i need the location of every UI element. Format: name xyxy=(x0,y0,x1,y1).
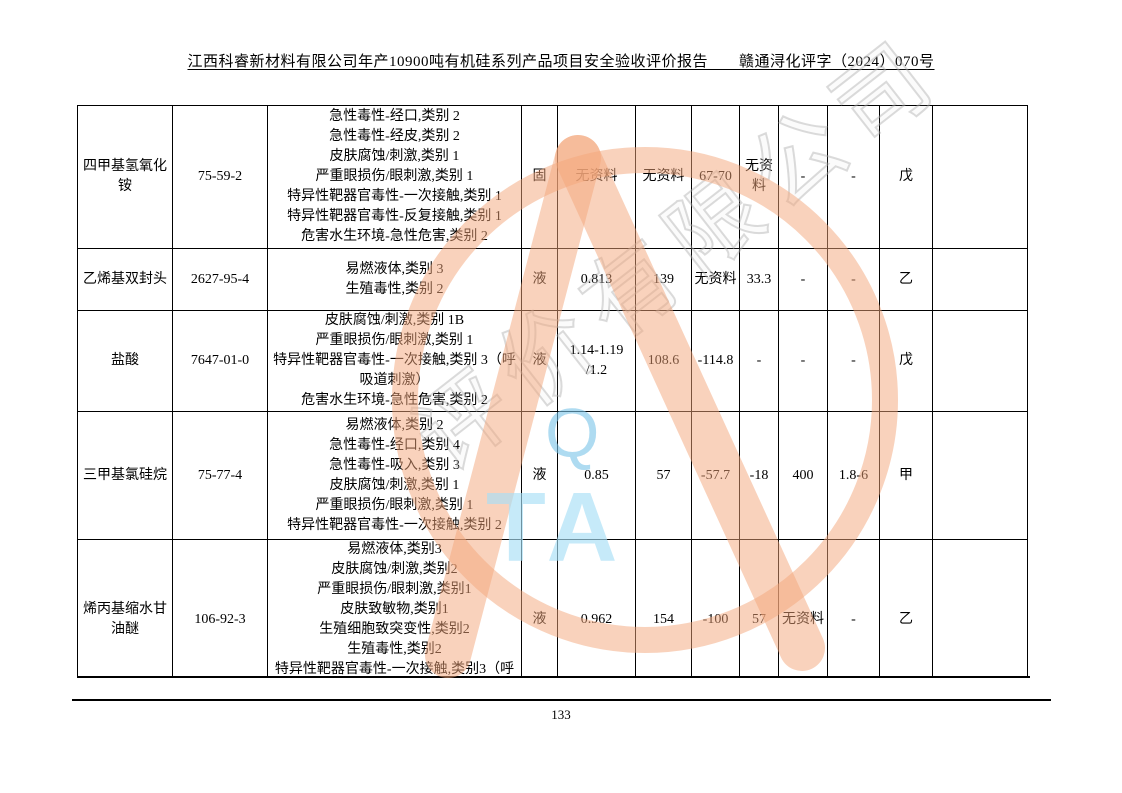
density: 无资料 xyxy=(557,105,636,249)
ignition-temperature: 无资料 xyxy=(778,539,828,676)
physical-state: 液 xyxy=(521,411,558,540)
boiling-point: 154 xyxy=(635,539,692,676)
melting-point: -100 xyxy=(691,539,740,676)
report-header-title: 江西科睿新材料有限公司年产10900吨有机硅系列产品项目安全验收评价报告 赣通浔… xyxy=(187,54,935,70)
ignition-temperature: - xyxy=(778,105,828,249)
melting-point: -114.8 xyxy=(691,310,740,412)
footer-divider xyxy=(72,699,1051,701)
remark xyxy=(932,539,1028,676)
hazard-classification: 易燃液体,类别3 皮肤腐蚀/刺激,类别2 严重眼损伤/眼刺激,类别1 皮肤致敏物… xyxy=(267,539,522,676)
remark xyxy=(932,411,1028,540)
density: 0.813 xyxy=(557,248,636,311)
fire-hazard-category: 甲 xyxy=(879,411,933,540)
remark xyxy=(932,105,1028,249)
flash-point: - xyxy=(739,310,779,412)
hazard-classification: 急性毒性-经口,类别 2 急性毒性-经皮,类别 2 皮肤腐蚀/刺激,类别 1 严… xyxy=(267,105,522,249)
ignition-temperature: - xyxy=(778,310,828,412)
chemical-name: 烯丙基缩水甘油醚 xyxy=(77,539,173,676)
table-row: 四甲基氢氧化铵 75-59-2 急性毒性-经口,类别 2 急性毒性-经皮,类别 … xyxy=(77,105,1028,249)
table-row: 乙烯基双封头 2627-95-4 易燃液体,类别 3 生殖毒性,类别 2 液 0… xyxy=(77,248,1028,311)
physical-state: 固 xyxy=(521,105,558,249)
explosion-limit: - xyxy=(827,105,880,249)
hazard-classification: 易燃液体,类别 3 生殖毒性,类别 2 xyxy=(267,248,522,311)
physical-state: 液 xyxy=(521,310,558,412)
cas-number: 7647-01-0 xyxy=(172,310,268,412)
table-row: 盐酸 7647-01-0 皮肤腐蚀/刺激,类别 1B 严重眼损伤/眼刺激,类别 … xyxy=(77,310,1028,412)
explosion-limit: - xyxy=(827,539,880,676)
chemical-hazard-table-grid: 四甲基氢氧化铵 75-59-2 急性毒性-经口,类别 2 急性毒性-经皮,类别 … xyxy=(77,105,1028,676)
hazard-classification: 易燃液体,类别 2 急性毒性-经口,类别 4 急性毒性-吸入,类别 3 皮肤腐蚀… xyxy=(267,411,522,540)
cas-number: 106-92-3 xyxy=(172,539,268,676)
chemical-name: 盐酸 xyxy=(77,310,173,412)
boiling-point: 57 xyxy=(635,411,692,540)
flash-point: 无资料 xyxy=(739,105,779,249)
boiling-point: 108.6 xyxy=(635,310,692,412)
physical-state: 液 xyxy=(521,539,558,676)
fire-hazard-category: 乙 xyxy=(879,248,933,311)
chemical-name: 三甲基氯硅烷 xyxy=(77,411,173,540)
fire-hazard-category: 戊 xyxy=(879,310,933,412)
melting-point: 无资料 xyxy=(691,248,740,311)
melting-point: 67-70 xyxy=(691,105,740,249)
chemical-name: 四甲基氢氧化铵 xyxy=(77,105,173,249)
chemical-hazard-table: 四甲基氢氧化铵 75-59-2 急性毒性-经口,类别 2 急性毒性-经皮,类别 … xyxy=(77,105,1030,678)
density: 0.962 xyxy=(557,539,636,676)
remark xyxy=(932,310,1028,412)
remark xyxy=(932,248,1028,311)
cas-number: 75-59-2 xyxy=(172,105,268,249)
ignition-temperature: 400 xyxy=(778,411,828,540)
ignition-temperature: - xyxy=(778,248,828,311)
melting-point: -57.7 xyxy=(691,411,740,540)
fire-hazard-category: 乙 xyxy=(879,539,933,676)
physical-state: 液 xyxy=(521,248,558,311)
table-row: 三甲基氯硅烷 75-77-4 易燃液体,类别 2 急性毒性-经口,类别 4 急性… xyxy=(77,411,1028,540)
page-number: 133 xyxy=(551,707,571,722)
boiling-point: 139 xyxy=(635,248,692,311)
density: 1.14-1.19 /1.2 xyxy=(557,310,636,412)
table-row: 烯丙基缩水甘油醚 106-92-3 易燃液体,类别3 皮肤腐蚀/刺激,类别2 严… xyxy=(77,539,1028,676)
cas-number: 75-77-4 xyxy=(172,411,268,540)
boiling-point: 无资料 xyxy=(635,105,692,249)
flash-point: -18 xyxy=(739,411,779,540)
fire-hazard-category: 戊 xyxy=(879,105,933,249)
density: 0.85 xyxy=(557,411,636,540)
explosion-limit: - xyxy=(827,248,880,311)
explosion-limit: 1.8-6 xyxy=(827,411,880,540)
explosion-limit: - xyxy=(827,310,880,412)
cas-number: 2627-95-4 xyxy=(172,248,268,311)
hazard-classification: 皮肤腐蚀/刺激,类别 1B 严重眼损伤/眼刺激,类别 1 特异性靶器官毒性-一次… xyxy=(267,310,522,412)
flash-point: 57 xyxy=(739,539,779,676)
flash-point: 33.3 xyxy=(739,248,779,311)
chemical-name: 乙烯基双封头 xyxy=(77,248,173,311)
